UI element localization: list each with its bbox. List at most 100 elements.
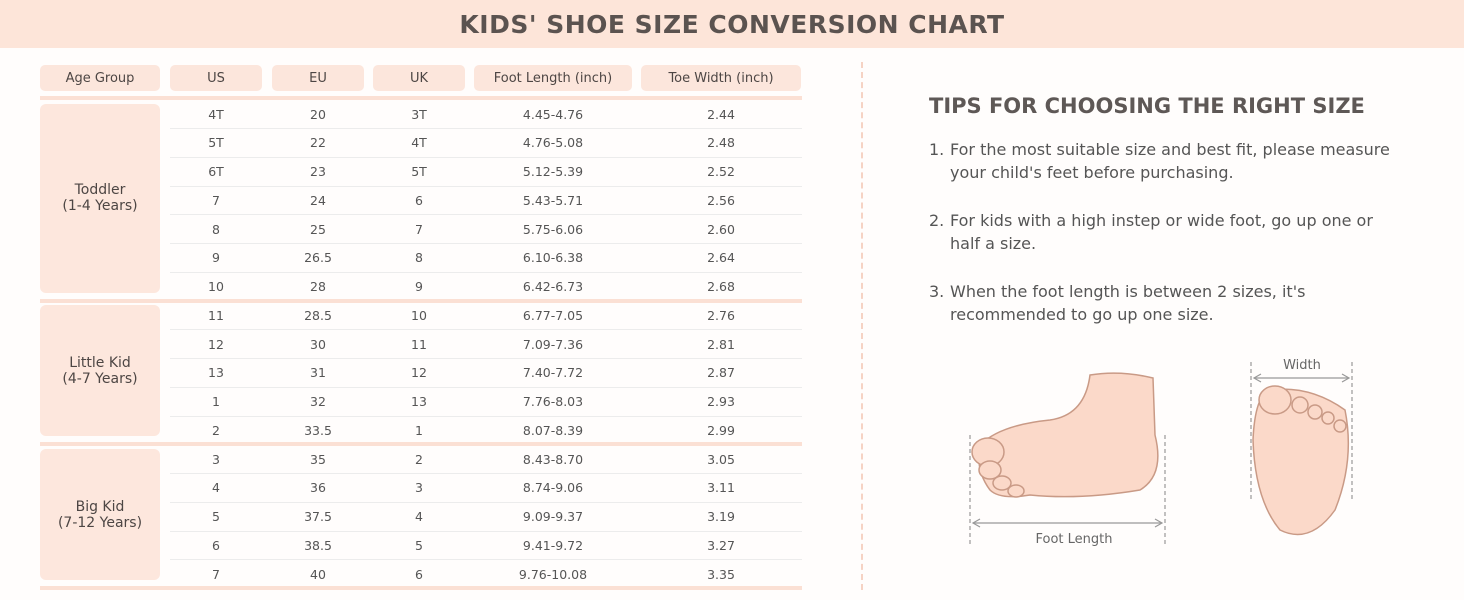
- header-rule: [40, 96, 802, 100]
- table-cell: 6.10-6.38: [522, 250, 584, 266]
- row-rule: [170, 386, 802, 388]
- group-ages: (1-4 Years): [62, 198, 138, 215]
- table-cell: 26.5: [304, 250, 332, 266]
- group-rule: [40, 298, 802, 303]
- column-header: Age Group: [40, 65, 160, 91]
- table-cell: 9: [212, 250, 220, 266]
- table-cell: 5: [212, 509, 220, 524]
- table-cell: 2.68: [707, 279, 735, 294]
- table-cell: 4T: [208, 106, 224, 122]
- table-cell: 5: [415, 537, 423, 553]
- table-cell: 3.05: [707, 451, 735, 467]
- table-cell: 28: [310, 279, 326, 294]
- table-cell: 8.07-8.39: [522, 422, 584, 438]
- group-cell: Toddler (1-4 Years): [40, 104, 160, 293]
- group-rule: [40, 586, 802, 590]
- table-cell: 3.19: [707, 509, 735, 524]
- table-cell: 3: [415, 480, 423, 496]
- table-cell: 3.35: [707, 566, 735, 582]
- table-cell: 9.41-9.72: [522, 537, 584, 553]
- column-header: US: [170, 65, 262, 91]
- row-rule: [170, 501, 802, 503]
- tip-text: your child's feet before purchasing.: [950, 163, 1234, 182]
- table-cell: 38.5: [304, 537, 332, 553]
- group-name: Toddler: [74, 182, 126, 199]
- table-cell: 3.27: [707, 537, 735, 553]
- column-header: EU: [272, 65, 364, 91]
- table-cell: 7: [212, 192, 220, 208]
- table-cell: 11: [208, 307, 224, 323]
- table-cell: 13: [411, 394, 427, 409]
- divider: [861, 62, 863, 590]
- tip-text: For the most suitable size and best fit,…: [950, 140, 1390, 159]
- table-cell: 5.75-6.06: [522, 221, 584, 237]
- table-cell: 7.76-8.03: [522, 394, 584, 409]
- table-cell: 2.76: [707, 307, 735, 323]
- table-cell: 3.11: [707, 480, 735, 496]
- table-cell: 2.81: [707, 336, 735, 352]
- table-cell: 9.76-10.08: [518, 566, 588, 582]
- table-cell: 8: [212, 221, 220, 237]
- table-cell: 2.48: [707, 135, 735, 151]
- table-cell: 3T: [411, 106, 427, 122]
- table-cell: 5T: [208, 135, 224, 151]
- table-cell: 28.5: [304, 307, 332, 323]
- row-rule: [170, 156, 802, 158]
- tip-number: 1.: [929, 140, 945, 159]
- table-cell: 2: [212, 422, 220, 438]
- table-cell: 2.52: [707, 164, 735, 179]
- row-rule: [170, 415, 802, 417]
- table-cell: 20: [310, 106, 326, 122]
- table-cell: 35: [310, 451, 326, 467]
- row-rule: [170, 128, 802, 129]
- table-cell: 9: [415, 279, 423, 294]
- table-cell: 6T: [208, 164, 224, 179]
- table-cell: 2: [415, 451, 423, 467]
- row-rule: [170, 559, 802, 561]
- table-cell: 22: [310, 135, 326, 151]
- table-cell: 24: [310, 192, 326, 208]
- table-cell: 7.40-7.72: [522, 365, 584, 381]
- group-name: Big Kid: [75, 498, 125, 515]
- tip-number: 3.: [929, 282, 945, 301]
- table-cell: 3: [212, 451, 220, 467]
- row-rule: [170, 185, 802, 187]
- table-cell: 10: [208, 279, 224, 294]
- row-rule: [170, 271, 802, 273]
- table-cell: 8: [415, 250, 423, 266]
- group-cell: Big Kid (7-12 Years): [40, 449, 160, 580]
- column-header: Toe Width (inch): [641, 65, 801, 91]
- table-cell: 12: [208, 336, 224, 352]
- table-cell: 23: [310, 164, 326, 179]
- table-cell: 1: [415, 422, 423, 438]
- table-cell: 2.60: [707, 221, 735, 237]
- table-cell: 25: [310, 221, 326, 237]
- tip-text: For kids with a high instep or wide foot…: [950, 211, 1373, 230]
- length-label: Foot Length: [1036, 532, 1113, 547]
- row-rule: [170, 214, 802, 216]
- tip-text: recommended to go up one size.: [950, 305, 1214, 324]
- table-cell: 5.12-5.39: [522, 164, 584, 179]
- table-cell: 31: [310, 365, 326, 381]
- table-cell: 4T: [411, 135, 427, 151]
- table-cell: 11: [411, 336, 427, 352]
- table-cell: 6: [415, 192, 423, 208]
- table-cell: 36: [310, 480, 326, 496]
- tip-number: 2.: [929, 211, 945, 230]
- table-cell: 33.5: [304, 422, 332, 438]
- row-rule: [170, 473, 802, 474]
- table-cell: 4: [415, 509, 423, 524]
- row-rule: [170, 530, 802, 532]
- table-cell: 2.87: [707, 365, 735, 381]
- table-cell: 4.45-4.76: [522, 106, 584, 122]
- row-rule: [170, 329, 802, 331]
- title: KIDS' SHOE SIZE CONVERSION CHART: [459, 9, 1005, 39]
- table-cell: 2.44: [707, 106, 735, 122]
- group-ages: (4-7 Years): [62, 370, 138, 387]
- table-cell: 6: [212, 537, 220, 553]
- tip-text: When the foot length is between 2 sizes,…: [950, 282, 1306, 301]
- header: KIDS' SHOE SIZE CONVERSION CHART: [0, 0, 1464, 48]
- table-cell: 9.09-9.37: [522, 509, 584, 524]
- table-cell: 5.43-5.71: [522, 192, 584, 208]
